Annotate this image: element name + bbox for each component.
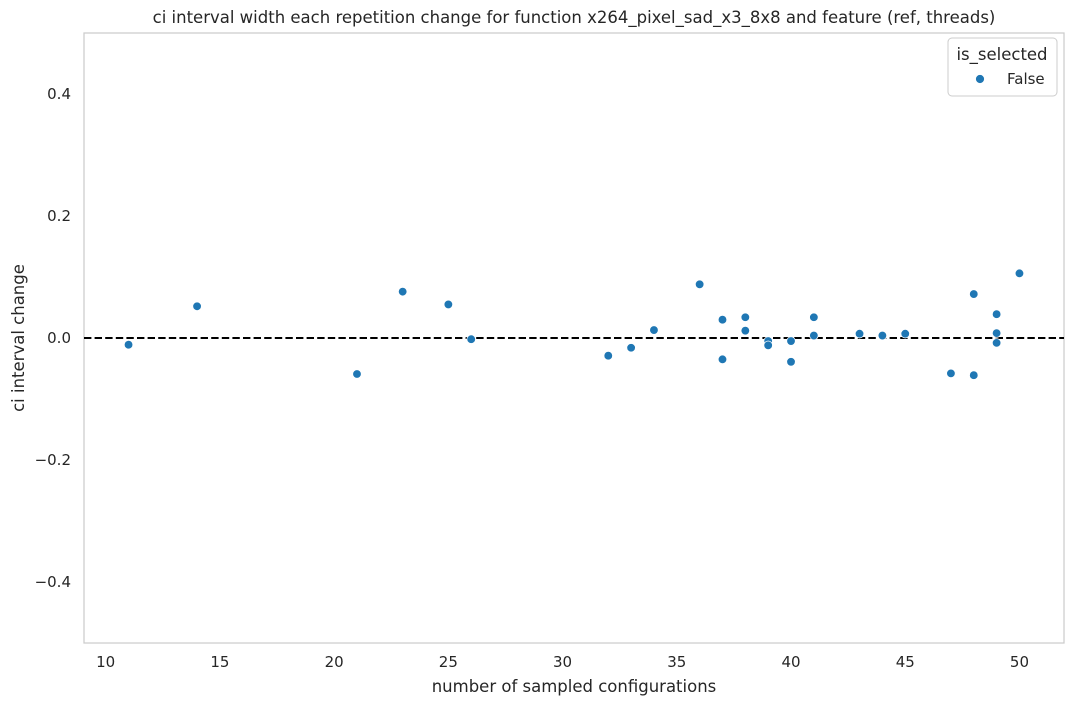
data-point: [991, 328, 1002, 338]
x-tick-label: 30: [553, 653, 572, 671]
x-tick-label: 35: [667, 653, 686, 671]
data-point: [900, 329, 910, 339]
x-tick-label: 50: [1010, 653, 1029, 671]
x-axis-ticks: 10 15 20 25 30 35 40 45 50: [96, 653, 1029, 671]
data-point: [352, 369, 362, 379]
data-point: [854, 329, 865, 339]
x-tick-label: 15: [210, 653, 229, 671]
data-point: [717, 315, 728, 325]
data-point: [717, 354, 728, 365]
data-point: [786, 357, 796, 367]
plot-area: [83, 32, 1065, 644]
x-axis-label: number of sampled configurations: [432, 677, 717, 696]
x-tick-label: 25: [439, 653, 458, 671]
y-tick-label: 0.0: [47, 329, 71, 347]
data-point: [649, 325, 659, 335]
data-point: [763, 340, 773, 350]
legend-marker-icon: [975, 74, 985, 84]
data-point: [466, 334, 476, 344]
data-point: [397, 286, 408, 297]
data-point: [192, 301, 202, 311]
y-axis-ticks: 0.4 0.2 0.0 −0.2 −0.4: [35, 85, 71, 591]
legend-label-false: False: [1007, 70, 1045, 88]
data-point: [603, 351, 613, 361]
data-points: [123, 268, 1025, 380]
data-point: [946, 368, 956, 379]
data-point: [991, 338, 1002, 348]
x-tick-label: 20: [325, 653, 344, 671]
x-tick-label: 40: [781, 653, 800, 671]
data-point: [809, 330, 819, 341]
data-point: [786, 336, 796, 346]
y-axis-label: ci interval change: [9, 264, 28, 412]
data-point: [991, 309, 1002, 319]
data-point: [969, 370, 979, 380]
legend-title: is_selected: [956, 45, 1047, 65]
x-tick-label: 10: [96, 653, 115, 671]
y-tick-label: 0.4: [47, 85, 71, 103]
data-point: [740, 326, 751, 336]
data-point: [809, 312, 819, 322]
data-point: [1014, 268, 1025, 279]
legend: is_selected False: [947, 37, 1058, 97]
y-tick-label: 0.2: [47, 207, 71, 225]
data-point: [123, 340, 134, 350]
data-point: [443, 299, 454, 310]
y-tick-label: −0.2: [35, 451, 71, 469]
legend-box: [947, 37, 1058, 97]
data-point: [969, 289, 979, 299]
data-point: [694, 279, 705, 289]
data-point: [877, 330, 888, 341]
data-point: [626, 343, 636, 353]
data-point: [740, 312, 751, 322]
x-tick-label: 45: [896, 653, 915, 671]
chart-title: ci interval width each repetition change…: [153, 8, 996, 28]
y-tick-label: −0.4: [35, 573, 71, 591]
